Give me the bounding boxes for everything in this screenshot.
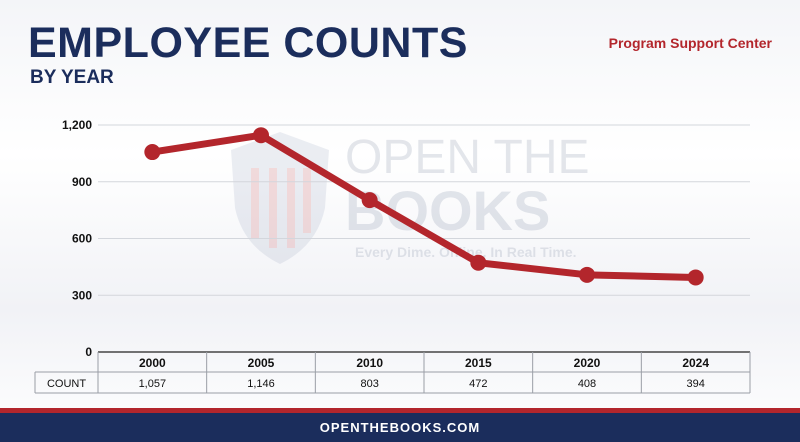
data-point bbox=[470, 254, 487, 271]
data-table: COUNT 2000 1,057 2005 1,146 2010 803 2015 472 202… bbox=[34, 351, 751, 394]
grid-lines bbox=[98, 124, 750, 296]
y-axis-ticks: 0 300 600 900 1,200 bbox=[62, 118, 92, 359]
y-tick-label: 300 bbox=[72, 288, 92, 302]
y-tick-label: 0 bbox=[85, 345, 92, 359]
y-tick-label: 1,200 bbox=[62, 118, 92, 132]
series-line-group bbox=[144, 127, 704, 286]
data-label: 472 bbox=[469, 378, 487, 390]
footer-accent bbox=[0, 408, 800, 413]
x-tick-label: 2010 bbox=[356, 356, 383, 370]
x-tick-label: 2024 bbox=[682, 356, 709, 370]
program-label: Program Support Center bbox=[608, 35, 772, 51]
data-point bbox=[253, 127, 269, 144]
x-tick-label: 2015 bbox=[465, 356, 492, 370]
data-point bbox=[361, 192, 378, 209]
watermark: OPEN THE BOOKS Every Dime. Online. In Re… bbox=[225, 128, 590, 278]
data-label: 803 bbox=[360, 378, 378, 390]
watermark-line1: OPEN THE bbox=[345, 131, 590, 184]
data-label: 408 bbox=[578, 378, 596, 390]
footer-site[interactable]: OPENTHEBOOKS.COM bbox=[0, 413, 800, 442]
table-row-label: COUNT bbox=[47, 378, 86, 390]
chart-subtitle: BY YEAR bbox=[30, 67, 114, 88]
data-point bbox=[687, 269, 704, 286]
x-tick-label: 2000 bbox=[139, 356, 166, 370]
data-label: 1,146 bbox=[247, 378, 275, 390]
y-tick-label: 600 bbox=[72, 232, 92, 246]
data-label: 1,057 bbox=[139, 378, 167, 390]
chart-title: EMPLOYEE COUNTS bbox=[28, 19, 468, 67]
line-chart: 0 300 600 900 1,200 COUNT 2000 1,057 2005 1,146 2… bbox=[34, 118, 751, 394]
data-point bbox=[144, 144, 161, 161]
x-tick-label: 2005 bbox=[248, 356, 275, 370]
series-line bbox=[148, 131, 700, 281]
data-label: 394 bbox=[686, 378, 704, 390]
y-tick-label: 900 bbox=[72, 175, 92, 189]
x-tick-label: 2020 bbox=[574, 356, 601, 370]
watermark-line2: BOOKS bbox=[345, 179, 551, 242]
data-point bbox=[579, 266, 595, 283]
